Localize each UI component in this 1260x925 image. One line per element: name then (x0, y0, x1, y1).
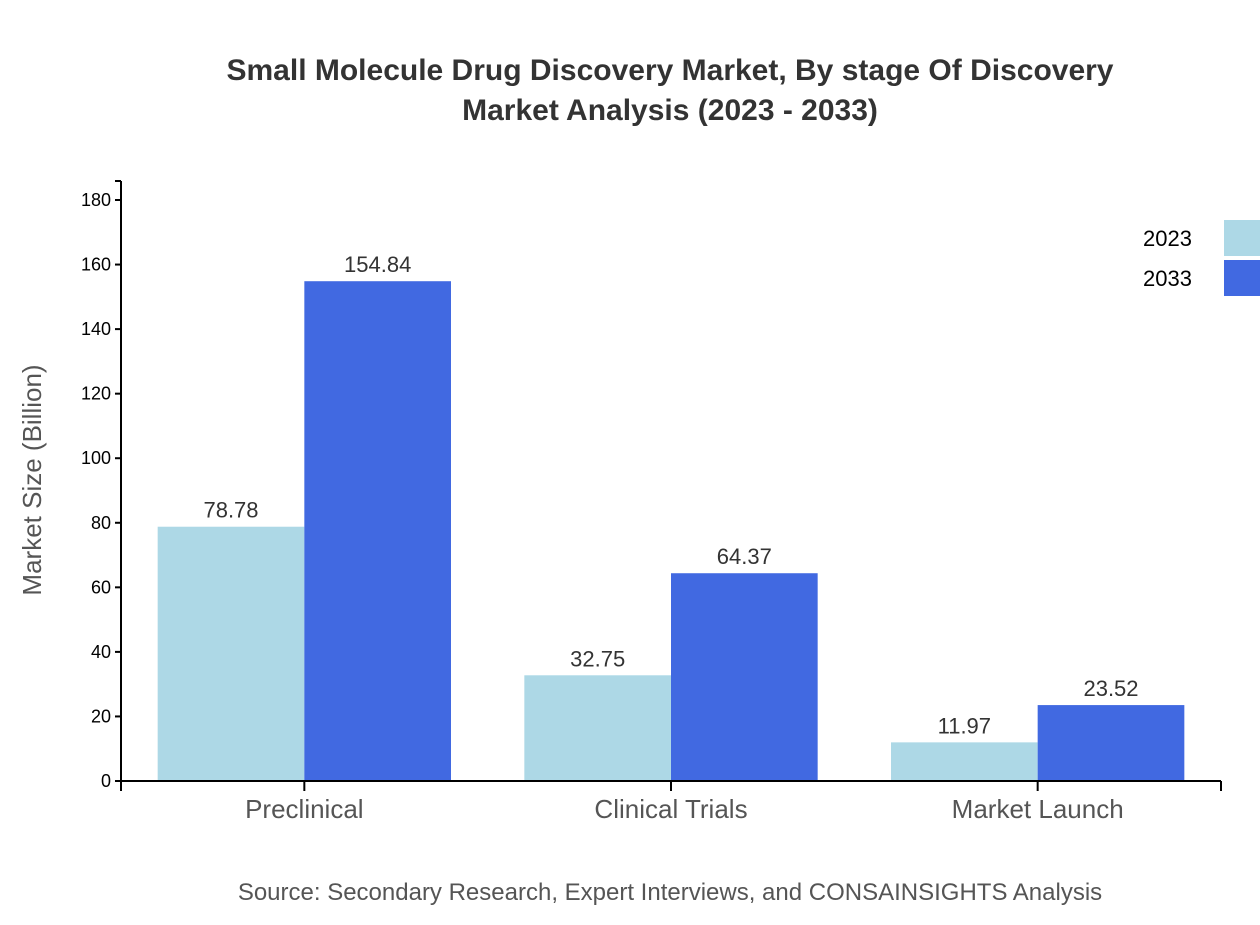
x-tick-label: Market Launch (952, 794, 1124, 824)
y-tick-label: 120 (81, 384, 111, 404)
bar-2033 (1037, 705, 1185, 781)
data-label: 78.78 (203, 498, 258, 523)
y-tick-label: 0 (101, 771, 111, 791)
y-tick-label: 180 (81, 190, 111, 210)
legend-label: 2033 (1143, 266, 1192, 291)
bar-2033 (304, 281, 451, 781)
data-label: 154.84 (344, 252, 411, 277)
y-axis-label: Market Size (Billion) (17, 364, 47, 595)
y-tick-label: 60 (91, 577, 111, 597)
chart-title-line-1: Small Molecule Drug Discovery Market, By… (226, 54, 1113, 87)
legend-swatch-2033 (1224, 260, 1260, 296)
bar-2023 (524, 675, 671, 781)
y-tick-label: 40 (91, 642, 111, 662)
source-note: Source: Secondary Research, Expert Inter… (238, 879, 1102, 906)
data-label: 32.75 (570, 646, 625, 671)
chart-title-line-2: Market Analysis (2023 - 2033) (462, 94, 878, 127)
bar-2023 (891, 742, 1038, 781)
x-tick-label: Preclinical (245, 794, 364, 824)
x-tick-label: Clinical Trials (594, 794, 747, 824)
y-tick-label: 80 (91, 513, 111, 533)
y-tick-label: 140 (81, 319, 111, 339)
data-label: 64.37 (717, 544, 772, 569)
legend-label: 2023 (1143, 226, 1192, 251)
y-tick-label: 160 (81, 255, 111, 275)
bar-2033 (671, 573, 818, 781)
legend-swatch-2023 (1224, 220, 1260, 256)
data-label: 23.52 (1083, 676, 1138, 701)
y-tick-label: 100 (81, 448, 111, 468)
y-tick-label: 20 (91, 706, 111, 726)
bar-2023 (157, 526, 305, 781)
data-label: 11.97 (938, 713, 991, 738)
